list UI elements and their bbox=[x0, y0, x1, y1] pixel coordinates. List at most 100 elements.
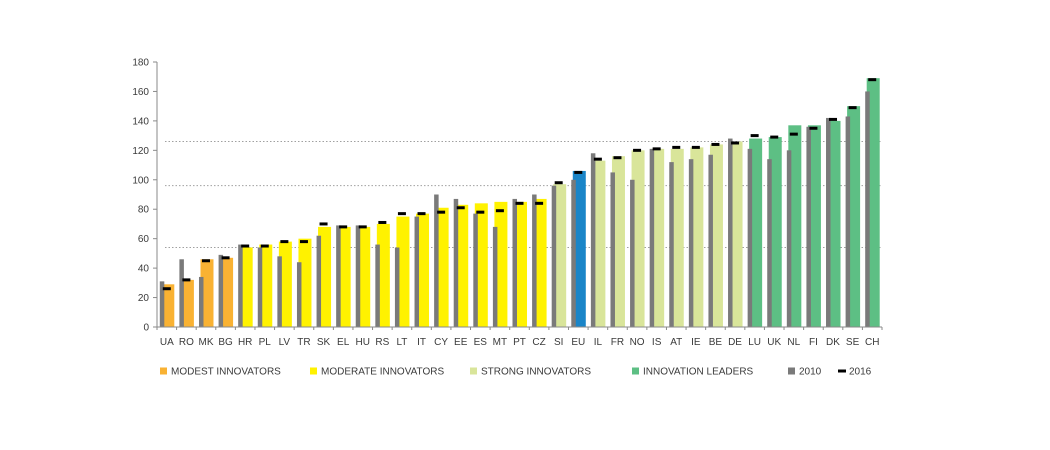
x-tick-label-sk: SK bbox=[317, 337, 331, 348]
marker-2016-se bbox=[848, 106, 857, 110]
marker-2016-pl bbox=[260, 244, 269, 248]
bar-cz bbox=[533, 198, 547, 327]
x-tick-label-rs: RS bbox=[375, 337, 389, 348]
x-tick-label-lu: LU bbox=[748, 337, 761, 348]
marker-2016-ro bbox=[182, 278, 191, 282]
legend-label-moderate-innovators: MODERATE INNOVATORS bbox=[321, 367, 444, 378]
bar-lt bbox=[396, 216, 410, 327]
bar-2010-uk bbox=[767, 159, 772, 327]
bar-de bbox=[729, 141, 743, 327]
bar-se bbox=[847, 106, 861, 328]
bar-ee bbox=[455, 204, 469, 327]
bar-cy bbox=[435, 207, 449, 327]
marker-2016-be bbox=[711, 142, 720, 146]
x-tick-label-pt: PT bbox=[513, 337, 526, 348]
x-tick-label-is: IS bbox=[652, 337, 662, 348]
bar-mk bbox=[200, 259, 214, 327]
x-tick-label-it: IT bbox=[417, 337, 426, 348]
bar-2010-cz bbox=[532, 194, 537, 327]
marker-2016-lt bbox=[397, 212, 406, 216]
bar-2010-si bbox=[551, 185, 557, 327]
legend-swatch-moderate-innovators bbox=[310, 367, 317, 375]
bar-is bbox=[651, 148, 665, 327]
bar-2010-cy bbox=[434, 194, 439, 327]
marker-2016-rs bbox=[378, 220, 387, 224]
bar-2010-at bbox=[669, 162, 674, 327]
bar-pt bbox=[514, 201, 527, 327]
bar-2010-ch bbox=[865, 91, 870, 327]
bar-lu bbox=[749, 138, 763, 327]
bar-rs bbox=[376, 223, 390, 327]
marker-2016-fr bbox=[613, 156, 622, 160]
bar-it bbox=[416, 213, 430, 327]
marker-2016-el bbox=[339, 225, 348, 229]
marker-2016-bg bbox=[221, 256, 230, 260]
legend-label-modest-innovators: MODEST INNOVATORS bbox=[171, 367, 281, 378]
marker-2016-is bbox=[652, 147, 661, 151]
bar-hr bbox=[239, 247, 253, 327]
x-tick-label-bg: BG bbox=[218, 337, 233, 348]
bar-2010-nl bbox=[786, 150, 792, 327]
marker-2016-hu bbox=[358, 225, 367, 229]
bar-2010-be bbox=[708, 154, 713, 327]
bar-2010-no bbox=[630, 179, 635, 327]
marker-2016-pt bbox=[515, 201, 524, 205]
bar-eu bbox=[572, 170, 586, 327]
bar-2010-pt bbox=[512, 198, 517, 327]
axes bbox=[156, 62, 882, 328]
x-tick-label-mt: MT bbox=[493, 337, 507, 348]
x-tick-label-hr: HR bbox=[238, 337, 252, 348]
bar-tr bbox=[298, 238, 312, 327]
bar-2010-hr bbox=[238, 244, 243, 327]
legend-swatch-innovation-leaders bbox=[632, 367, 639, 375]
marker-2016-sk bbox=[319, 222, 328, 226]
legend-swatch-2010 bbox=[788, 367, 795, 375]
bar-2010-ua bbox=[159, 281, 165, 327]
x-tick-label-pl: PL bbox=[259, 337, 272, 348]
x-tick-label-dk: DK bbox=[826, 337, 840, 348]
x-tick-label-tr: TR bbox=[297, 337, 310, 348]
marker-2016-de bbox=[731, 141, 740, 145]
marker-2016-mk bbox=[201, 259, 210, 263]
bar-lv bbox=[278, 241, 292, 327]
bar-si bbox=[553, 184, 567, 327]
bar-2010-pl bbox=[257, 247, 263, 327]
bar-2010-lu bbox=[747, 148, 753, 327]
bar-no bbox=[631, 150, 645, 327]
legend-label-strong-innovators: STRONG INNOVATORS bbox=[481, 367, 591, 378]
x-tick-label-lt: LT bbox=[396, 337, 407, 348]
x-tick-label-fr: FR bbox=[611, 337, 624, 348]
bar-fi bbox=[807, 125, 821, 327]
y-tick-label: 80 bbox=[138, 205, 150, 216]
legend: MODEST INNOVATORS MODERATE INNOVATORS STRO… bbox=[160, 367, 872, 378]
y-tick-label: 140 bbox=[132, 116, 149, 127]
legend-swatch-2016 bbox=[838, 369, 846, 373]
marker-2016-il bbox=[593, 157, 602, 161]
x-tick-label-se: SE bbox=[846, 337, 860, 348]
bar-ua bbox=[161, 284, 175, 327]
marker-2016-at bbox=[672, 145, 681, 149]
bar-el bbox=[337, 226, 351, 327]
bar-uk bbox=[768, 137, 782, 327]
x-tick-label-ro: RO bbox=[179, 337, 194, 348]
marker-2016-nl bbox=[789, 132, 798, 136]
bar-2010-tr bbox=[296, 262, 302, 327]
bar-2010-mk bbox=[198, 276, 204, 327]
marker-2016-lu bbox=[750, 134, 759, 138]
marker-2016-dk bbox=[829, 117, 838, 121]
bar-2010-es bbox=[473, 213, 478, 327]
bar-2010-se bbox=[845, 116, 851, 327]
x-tick-label-ua: UA bbox=[160, 337, 174, 348]
x-tick-label-lv: LV bbox=[279, 337, 291, 348]
marker-2016-ch bbox=[868, 78, 877, 82]
x-tick-label-il: IL bbox=[594, 337, 603, 348]
bar-2010-ee bbox=[453, 198, 459, 327]
marker-2016-si bbox=[554, 181, 563, 185]
x-tick-label-cz: CZ bbox=[532, 337, 545, 348]
y-tick-label: 120 bbox=[132, 146, 149, 157]
legend-label-2010: 2010 bbox=[799, 367, 822, 378]
bar-bg bbox=[220, 257, 234, 327]
x-tick-label-hu: HU bbox=[356, 337, 370, 348]
bar-2010-ie bbox=[688, 159, 694, 327]
bar-2010-lv bbox=[277, 256, 282, 327]
